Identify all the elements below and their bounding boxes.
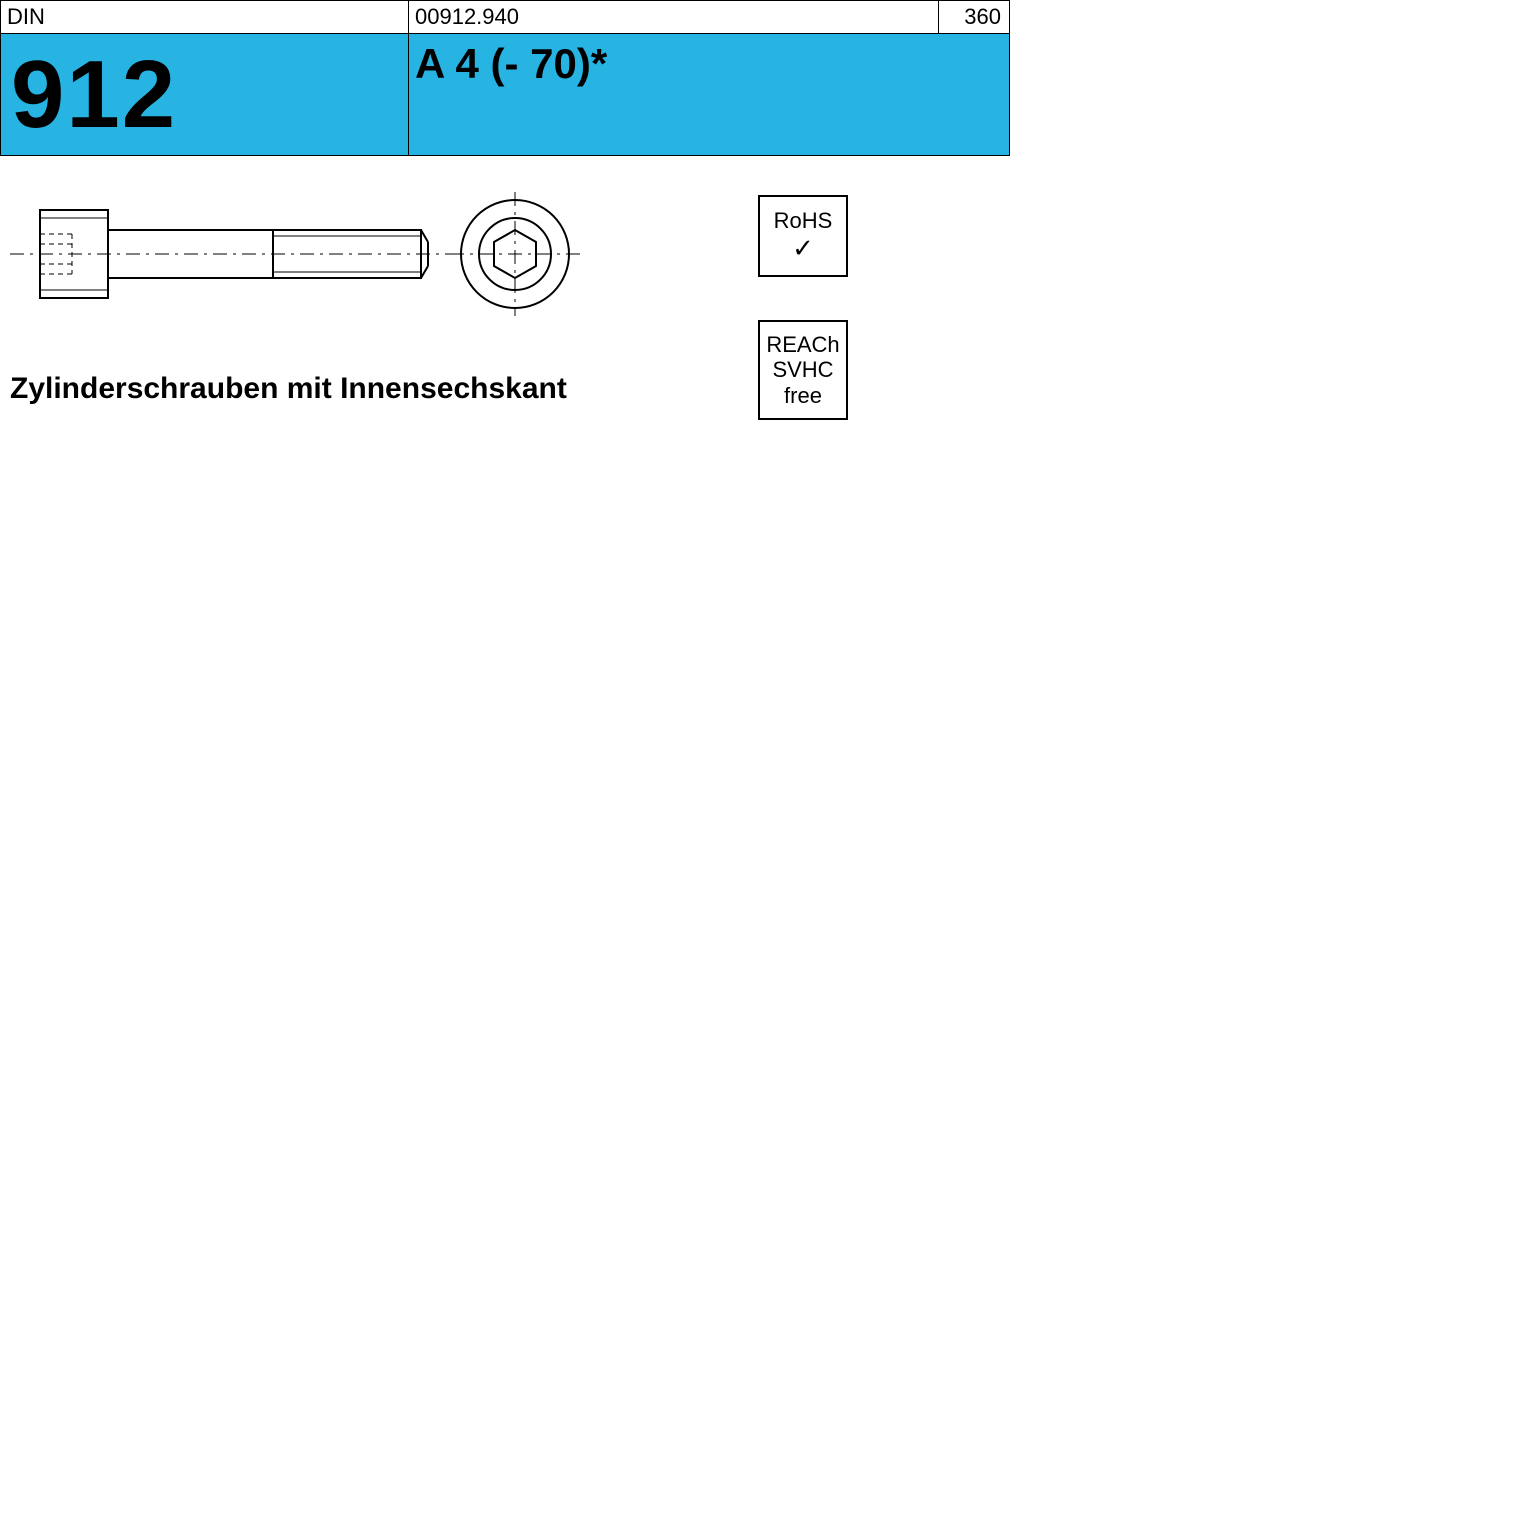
code-cell: 00912.940 [408,0,938,34]
material-value: A 4 (- 70)* [415,40,607,88]
title-row: 912 A 4 (- 70)* [0,34,1010,156]
screw-diagram-svg [10,190,730,330]
din-number: 912 [11,40,177,150]
reach-line2: SVHC [772,357,833,382]
reach-line3: free [784,383,822,408]
din-number-cell: 912 [0,34,408,156]
description-text: Zylinderschrauben mit Innensechskant [10,372,567,406]
reach-badge: REACh SVHC free [758,320,848,420]
header-row: DIN 00912.940 360 [0,0,1010,34]
material-cell: A 4 (- 70)* [408,34,1010,156]
rohs-badge: RoHS ✓ [758,195,848,277]
qty-value: 360 [964,4,1001,30]
technical-diagram [10,190,730,330]
qty-cell: 360 [938,0,1010,34]
rohs-label: RoHS [774,208,833,233]
standard-cell: DIN [0,0,408,34]
reach-line1: REACh [766,332,839,357]
standard-label: DIN [7,4,45,30]
code-value: 00912.940 [415,4,519,30]
check-icon: ✓ [792,234,814,264]
